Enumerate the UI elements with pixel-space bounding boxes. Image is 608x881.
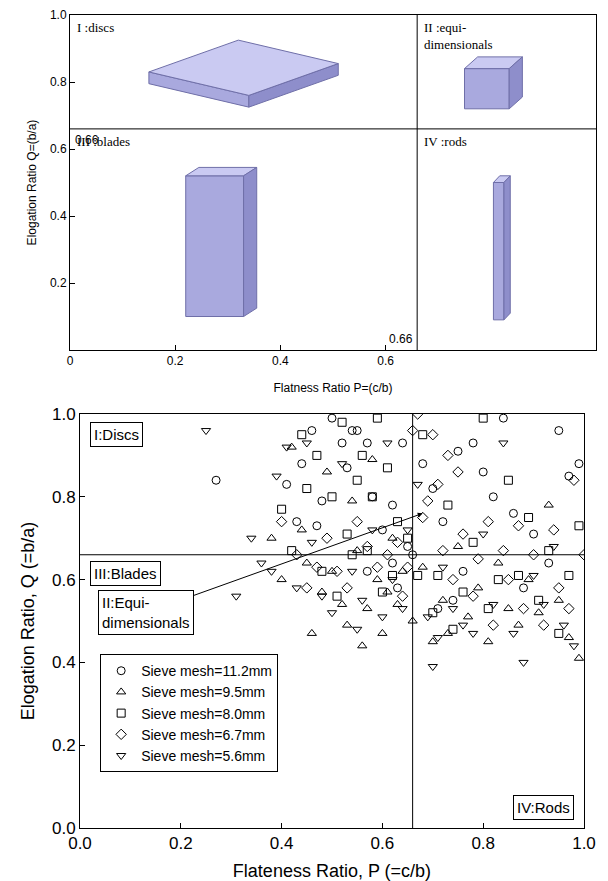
svg-text:0.4: 0.4 — [270, 834, 294, 853]
svg-text:0.6: 0.6 — [377, 354, 394, 368]
svg-text:0.4: 0.4 — [50, 209, 67, 223]
svg-text:Sieve mesh=6.7mm: Sieve mesh=6.7mm — [141, 727, 265, 743]
svg-text:Sieve mesh=8.0mm: Sieve mesh=8.0mm — [141, 706, 265, 722]
svg-text:0.4: 0.4 — [272, 354, 289, 368]
svg-text:0.0: 0.0 — [52, 819, 76, 838]
svg-text:Sieve mesh=11.2mm: Sieve mesh=11.2mm — [141, 663, 272, 679]
svg-text:IV:Rods: IV:Rods — [517, 799, 570, 816]
svg-text:0.66: 0.66 — [389, 332, 413, 346]
svg-text:0.6: 0.6 — [371, 834, 395, 853]
svg-text:IV :rods: IV :rods — [424, 134, 467, 149]
svg-text:0: 0 — [67, 354, 74, 368]
svg-text:Flateness Ratio, P (=c/b): Flateness Ratio, P (=c/b) — [233, 861, 431, 881]
svg-text:III :blades: III :blades — [77, 134, 130, 149]
svg-text:0.2: 0.2 — [52, 736, 76, 755]
svg-text:1.0: 1.0 — [50, 8, 67, 22]
svg-text:Flatness Ratio P=(c/b): Flatness Ratio P=(c/b) — [273, 381, 392, 395]
svg-text:Elogation Ratio, Q (=b/a): Elogation Ratio, Q (=b/a) — [18, 522, 38, 721]
svg-text:0.2: 0.2 — [167, 354, 184, 368]
svg-text:0.4: 0.4 — [52, 653, 76, 672]
svg-text:0.6: 0.6 — [52, 571, 76, 590]
svg-text:0.6: 0.6 — [50, 142, 67, 156]
svg-text:I :discs: I :discs — [77, 20, 114, 35]
svg-text:0.8: 0.8 — [471, 834, 495, 853]
svg-text:II:Equi-dimensionals: II:Equi-dimensionals — [102, 594, 190, 631]
svg-text:Sieve mesh=9.5mm: Sieve mesh=9.5mm — [141, 684, 265, 700]
svg-text:0.8: 0.8 — [50, 75, 67, 89]
svg-text:0.8: 0.8 — [52, 488, 76, 507]
svg-text:0.0: 0.0 — [68, 834, 92, 853]
svg-text:Sieve mesh=5.6mm: Sieve mesh=5.6mm — [141, 748, 265, 764]
svg-text:0.2: 0.2 — [50, 276, 67, 290]
svg-text:0.66: 0.66 — [75, 133, 99, 147]
svg-text:I:Discs: I:Discs — [94, 426, 139, 443]
svg-text:II :equi-dimensionals: II :equi-dimensionals — [424, 20, 493, 52]
svg-text:Elogation Ratio Q=(b/a): Elogation Ratio Q=(b/a) — [25, 120, 39, 246]
svg-text:III:Blades: III:Blades — [94, 565, 157, 582]
svg-text:1.0: 1.0 — [572, 834, 596, 853]
svg-text:1.0: 1.0 — [52, 405, 76, 424]
svg-text:0.2: 0.2 — [169, 834, 193, 853]
